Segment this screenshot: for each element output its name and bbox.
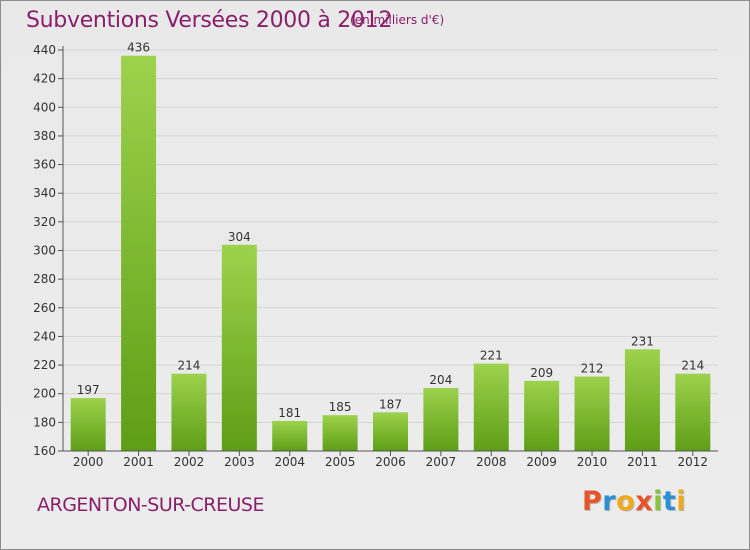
y-tick-label: 400 <box>33 100 56 114</box>
x-tick-label-2005: 2005 <box>325 455 356 469</box>
y-tick-label: 360 <box>33 158 56 172</box>
y-tick-label: 320 <box>33 215 56 229</box>
value-label-2000: 197 <box>77 383 100 397</box>
y-tick-label: 260 <box>33 301 56 315</box>
place-name: ARGENTON-SUR-CREUSE <box>37 494 264 516</box>
logo-letter: i <box>653 486 663 517</box>
x-tick-label-2010: 2010 <box>577 455 608 469</box>
y-tick-label: 340 <box>33 186 56 200</box>
x-tick-label-2002: 2002 <box>174 455 205 469</box>
x-tick-label-2011: 2011 <box>627 455 658 469</box>
bar-2012 <box>675 373 711 451</box>
x-tick-label-2008: 2008 <box>476 455 507 469</box>
y-tick-label: 420 <box>33 72 56 86</box>
bar-2006 <box>373 412 408 451</box>
bar-2003 <box>221 244 257 451</box>
x-tick-label-2000: 2000 <box>73 455 104 469</box>
bar-2004 <box>272 420 308 451</box>
x-tick-label-2012: 2012 <box>678 455 709 469</box>
logo-letter: P <box>582 486 603 517</box>
value-label-2012: 214 <box>681 359 704 373</box>
x-tick-label-2004: 2004 <box>274 455 305 469</box>
x-tick-label-2007: 2007 <box>426 455 457 469</box>
bar-2005 <box>322 415 358 451</box>
value-label-2009: 209 <box>530 366 553 380</box>
value-label-2010: 212 <box>581 362 604 376</box>
y-tick-label: 280 <box>33 272 56 286</box>
chart-subtitle: (en milliers d'€) <box>350 13 445 27</box>
x-tick-label-2006: 2006 <box>375 455 406 469</box>
value-label-2005: 185 <box>329 400 352 414</box>
bar-2008 <box>473 363 509 451</box>
x-tick-label-2009: 2009 <box>526 455 557 469</box>
logo-letter: x <box>635 486 654 517</box>
value-label-2006: 187 <box>379 397 402 411</box>
grid-lines <box>63 49 718 452</box>
value-label-2008: 221 <box>480 349 503 363</box>
x-tick-label-2001: 2001 <box>123 455 154 469</box>
proxiti-logo[interactable]: Proxiti <box>582 486 686 517</box>
bar-2002 <box>171 373 207 451</box>
logo-letter: r <box>602 486 617 517</box>
y-tick-label: 300 <box>33 244 56 258</box>
y-tick-label: 380 <box>33 129 56 143</box>
y-tick-label: 220 <box>33 358 56 372</box>
y-tick-label: 180 <box>33 415 56 429</box>
bar-2011 <box>624 349 660 451</box>
bar-2007 <box>423 387 459 451</box>
bars: 197 436 214 304 181 185 187 204 221 209 212 231 214 <box>70 41 711 451</box>
logo-letter: o <box>616 486 636 517</box>
bar-2010 <box>574 376 610 451</box>
logo-letter: t <box>662 486 677 517</box>
value-label-2002: 214 <box>178 359 201 373</box>
bar-2001 <box>121 55 157 451</box>
value-label-2011: 231 <box>631 334 654 348</box>
logo-letter: i <box>676 486 687 517</box>
y-tick-label: 160 <box>33 444 56 458</box>
axes: 160 180 200 220 240 260 280 300 320 340 360 380 400 4… <box>33 43 718 469</box>
x-tick-label-2003: 2003 <box>224 455 255 469</box>
value-label-2004: 181 <box>278 406 301 420</box>
value-label-2007: 204 <box>429 373 452 387</box>
y-tick-label: 440 <box>33 43 56 57</box>
chart-title: Subventions Versées 2000 à 2012 <box>26 8 393 33</box>
bar-2000 <box>70 398 106 451</box>
y-tick-label: 200 <box>33 387 56 401</box>
value-label-2003: 304 <box>228 230 251 244</box>
bar-2009 <box>524 380 560 451</box>
y-tick-label: 240 <box>33 329 56 343</box>
value-label-2001: 436 <box>127 41 150 55</box>
